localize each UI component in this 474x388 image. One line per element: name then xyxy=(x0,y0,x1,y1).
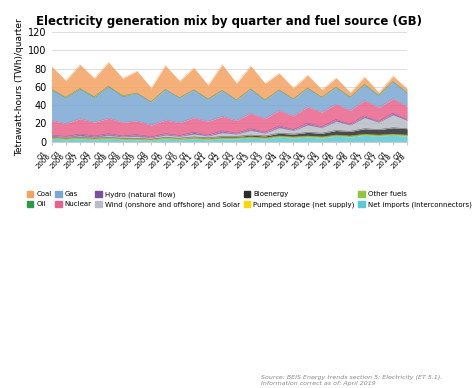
Title: Electricity generation mix by quarter and fuel source (GB): Electricity generation mix by quarter an… xyxy=(36,15,422,28)
Legend: Coal, Oil, Gas, Nuclear, Hydro (natural flow), Wind (onshore and offshore) and S: Coal, Oil, Gas, Nuclear, Hydro (natural … xyxy=(27,191,472,208)
Y-axis label: Tetrawatt-hours (TWh)/quarter: Tetrawatt-hours (TWh)/quarter xyxy=(15,18,24,156)
Text: Source: BEIS Energy trends section 5: Electricity (ET 5.1).
Information correct : Source: BEIS Energy trends section 5: El… xyxy=(261,375,442,386)
